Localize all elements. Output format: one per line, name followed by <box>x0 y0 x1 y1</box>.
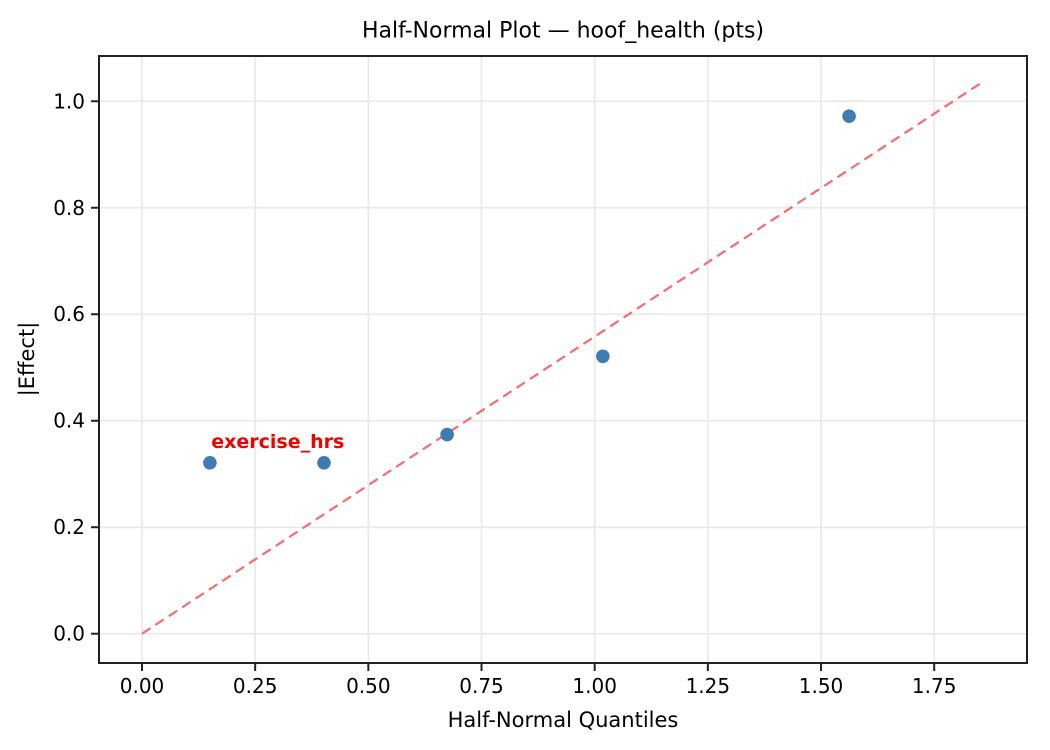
x-tick-label: 0.50 <box>346 674 391 698</box>
scatter-points <box>203 109 856 470</box>
reference-line <box>141 80 985 635</box>
x-tick-label: 0.00 <box>120 674 165 698</box>
data-point <box>317 455 331 470</box>
plot-border <box>98 55 1028 664</box>
x-axis-label: Half-Normal Quantiles <box>447 708 679 732</box>
tick-marks <box>91 100 936 671</box>
x-tick-label: 1.75 <box>912 674 957 698</box>
grid-lines <box>99 56 1027 663</box>
data-point <box>440 427 454 442</box>
y-tick-label: 0.4 <box>53 409 85 433</box>
y-tick-label: 0.6 <box>53 302 85 326</box>
chart-title: Half-Normal Plot — hoof_health (pts) <box>361 18 765 44</box>
y-tick-label: 0.0 <box>53 622 85 646</box>
x-tick-label: 1.50 <box>799 674 844 698</box>
x-tick-label: 0.75 <box>459 674 504 698</box>
y-tick-label: 0.2 <box>53 515 85 539</box>
x-tick-label: 1.25 <box>686 674 731 698</box>
axes-spines <box>98 55 1028 664</box>
data-point <box>842 109 856 123</box>
reference-line-layer <box>141 80 985 635</box>
annotation-exercise-hrs: exercise_hrs <box>211 431 345 454</box>
y-tick-label: 1.0 <box>53 89 85 113</box>
y-tick-label: 0.8 <box>53 196 85 220</box>
y-axis-label: |Effect| <box>15 321 39 397</box>
data-point <box>203 455 217 470</box>
x-tick-label: 0.25 <box>233 674 278 698</box>
tick-labels: 0.00 0.25 0.50 0.75 1.00 1.25 1.50 1.75 0.0 0.2 0.… <box>53 89 956 698</box>
data-point <box>596 349 610 364</box>
x-tick-label: 1.00 <box>572 674 617 698</box>
